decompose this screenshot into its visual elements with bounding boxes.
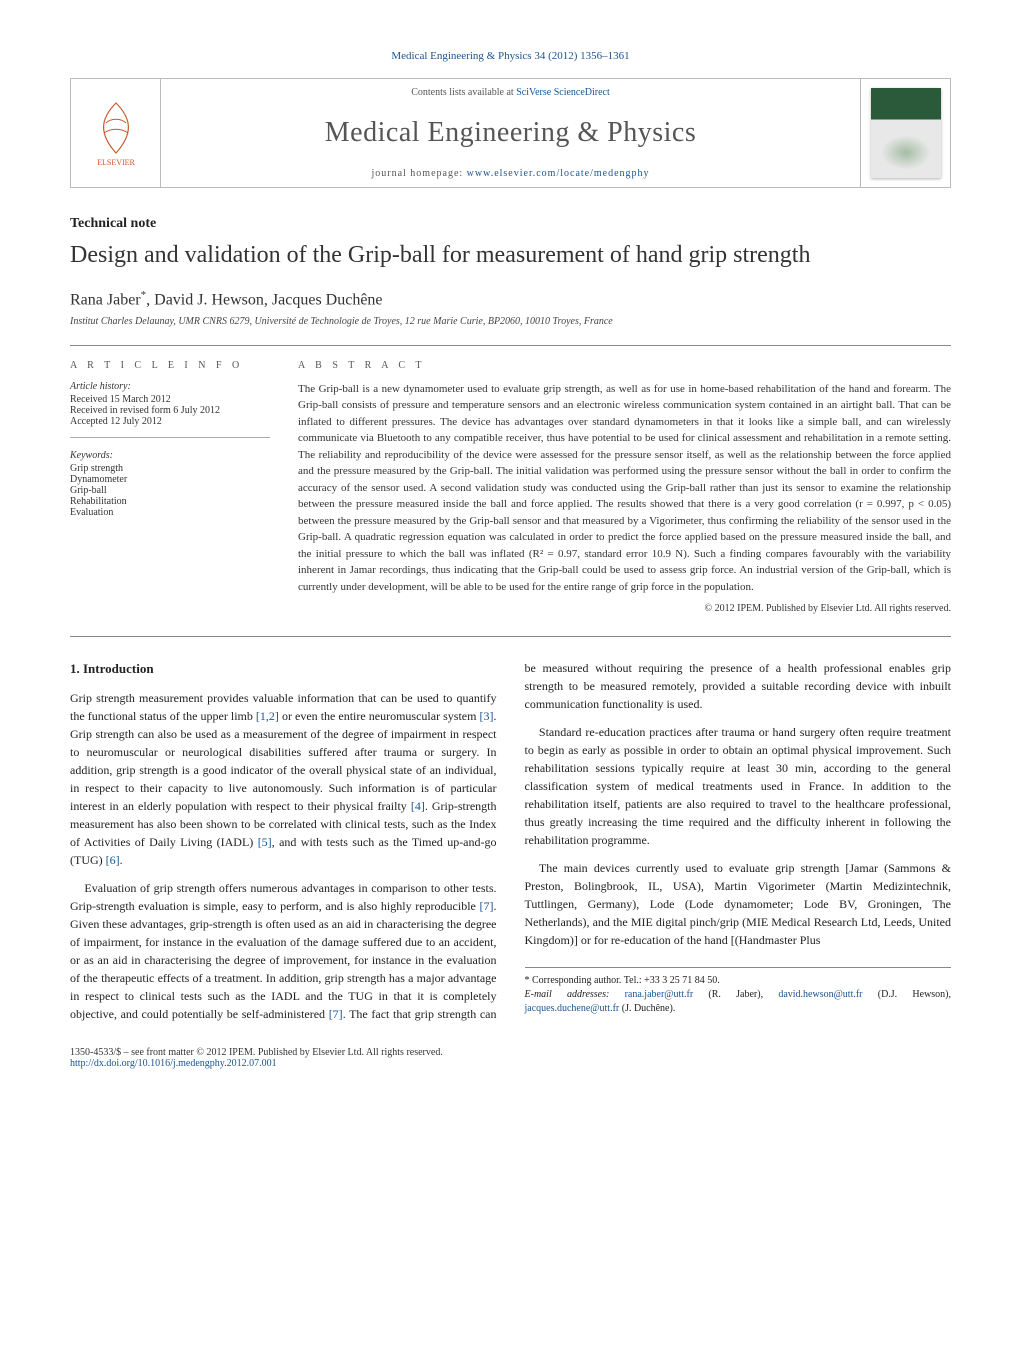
- email-link[interactable]: david.hewson@utt.fr: [778, 989, 862, 1000]
- email-who: (J. Duchêne).: [619, 1003, 675, 1014]
- issn-line: 1350-4533/$ – see front matter © 2012 IP…: [70, 1047, 951, 1058]
- journal-reference: Medical Engineering & Physics 34 (2012) …: [70, 50, 951, 62]
- keyword: Rehabilitation: [70, 496, 270, 507]
- history-accepted: Accepted 12 July 2012: [70, 416, 270, 427]
- article-title: Design and validation of the Grip-ball f…: [70, 240, 951, 271]
- author-2: David J. Hewson: [154, 292, 264, 309]
- author-1: Rana Jaber: [70, 292, 141, 309]
- keyword: Grip-ball: [70, 485, 270, 496]
- history-label: Article history:: [70, 381, 270, 392]
- article-info-heading: a r t i c l e i n f o: [70, 360, 270, 371]
- body-paragraph: Grip strength measurement provides valua…: [70, 689, 497, 869]
- text-run: .: [120, 853, 123, 867]
- footnote-block: * Corresponding author. Tel.: +33 3 25 7…: [525, 967, 952, 1016]
- contents-lists-line: Contents lists available at SciVerse Sci…: [411, 87, 610, 98]
- author-sep: ,: [146, 292, 154, 309]
- text-run: Evaluation of grip strength offers numer…: [70, 881, 497, 913]
- email-addresses-line: E-mail addresses: rana.jaber@utt.fr (R. …: [525, 988, 952, 1016]
- email-who: (D.J. Hewson),: [863, 989, 952, 1000]
- svg-text:ELSEVIER: ELSEVIER: [97, 158, 135, 167]
- body-paragraph: Standard re-education practices after tr…: [525, 723, 952, 849]
- citation-link[interactable]: [4]: [411, 799, 425, 813]
- history-received: Received 15 March 2012: [70, 394, 270, 405]
- email-link[interactable]: rana.jaber@utt.fr: [625, 989, 694, 1000]
- author-3: Jacques Duchêne: [272, 292, 383, 309]
- text-run: . Grip strength can also be used as a me…: [70, 709, 497, 813]
- affiliation: Institut Charles Delaunay, UMR CNRS 6279…: [70, 316, 951, 327]
- keyword: Grip strength: [70, 463, 270, 474]
- elsevier-logo: ELSEVIER: [86, 98, 146, 168]
- citation-link[interactable]: [6]: [106, 853, 120, 867]
- journal-header-box: ELSEVIER Contents lists available at Sci…: [70, 78, 951, 188]
- abstract-col: a b s t r a c t The Grip-ball is a new d…: [298, 360, 951, 615]
- homepage-prefix: journal homepage:: [371, 168, 466, 179]
- keyword: Dynamometer: [70, 474, 270, 485]
- journal-name: Medical Engineering & Physics: [325, 117, 696, 149]
- journal-homepage-line: journal homepage: www.elsevier.com/locat…: [371, 168, 649, 179]
- journal-header-mid: Contents lists available at SciVerse Sci…: [161, 79, 860, 187]
- journal-reference-link[interactable]: Medical Engineering & Physics 34 (2012) …: [391, 50, 629, 62]
- article-section-label: Technical note: [70, 216, 951, 232]
- divider: [70, 636, 951, 637]
- abstract-text: The Grip-ball is a new dynamometer used …: [298, 381, 951, 596]
- publisher-logo-cell: ELSEVIER: [71, 79, 161, 187]
- abstract-copyright: © 2012 IPEM. Published by Elsevier Ltd. …: [298, 603, 951, 614]
- body-paragraph: The main devices currently used to evalu…: [525, 859, 952, 949]
- author-sep: ,: [264, 292, 272, 309]
- abstract-heading: a b s t r a c t: [298, 360, 951, 371]
- page-footer: 1350-4533/$ – see front matter © 2012 IP…: [70, 1047, 951, 1069]
- doi-link[interactable]: http://dx.doi.org/10.1016/j.medengphy.20…: [70, 1058, 277, 1069]
- citation-link[interactable]: [1,2]: [256, 709, 279, 723]
- citation-link[interactable]: [5]: [258, 835, 272, 849]
- citation-link[interactable]: [7]: [480, 899, 494, 913]
- article-info-col: a r t i c l e i n f o Article history: R…: [70, 360, 270, 615]
- journal-homepage-link[interactable]: www.elsevier.com/locate/medengphy: [467, 168, 650, 179]
- email-who: (R. Jaber),: [693, 989, 778, 1000]
- citation-link[interactable]: [3]: [480, 709, 494, 723]
- text-run: . Given these advantages, grip-strength …: [70, 899, 497, 1021]
- section-heading-1: 1. Introduction: [70, 659, 497, 679]
- keyword: Evaluation: [70, 507, 270, 518]
- journal-cover-cell: [860, 79, 950, 187]
- authors-line: Rana Jaber*, David J. Hewson, Jacques Du…: [70, 289, 951, 309]
- citation-link[interactable]: [7]: [329, 1007, 343, 1021]
- contents-prefix: Contents lists available at: [411, 87, 516, 98]
- divider: [70, 345, 951, 346]
- text-run: or even the entire neuromuscular system: [279, 709, 480, 723]
- keywords-label: Keywords:: [70, 450, 270, 461]
- email-label: E-mail addresses:: [525, 989, 625, 1000]
- body-columns: 1. Introduction Grip strength measuremen…: [70, 659, 951, 1023]
- history-revised: Received in revised form 6 July 2012: [70, 405, 270, 416]
- journal-cover-thumbnail: [871, 88, 941, 178]
- sciencedirect-link[interactable]: SciVerse ScienceDirect: [516, 87, 610, 98]
- email-link[interactable]: jacques.duchene@utt.fr: [525, 1003, 620, 1014]
- corresponding-author-line: * Corresponding author. Tel.: +33 3 25 7…: [525, 974, 952, 988]
